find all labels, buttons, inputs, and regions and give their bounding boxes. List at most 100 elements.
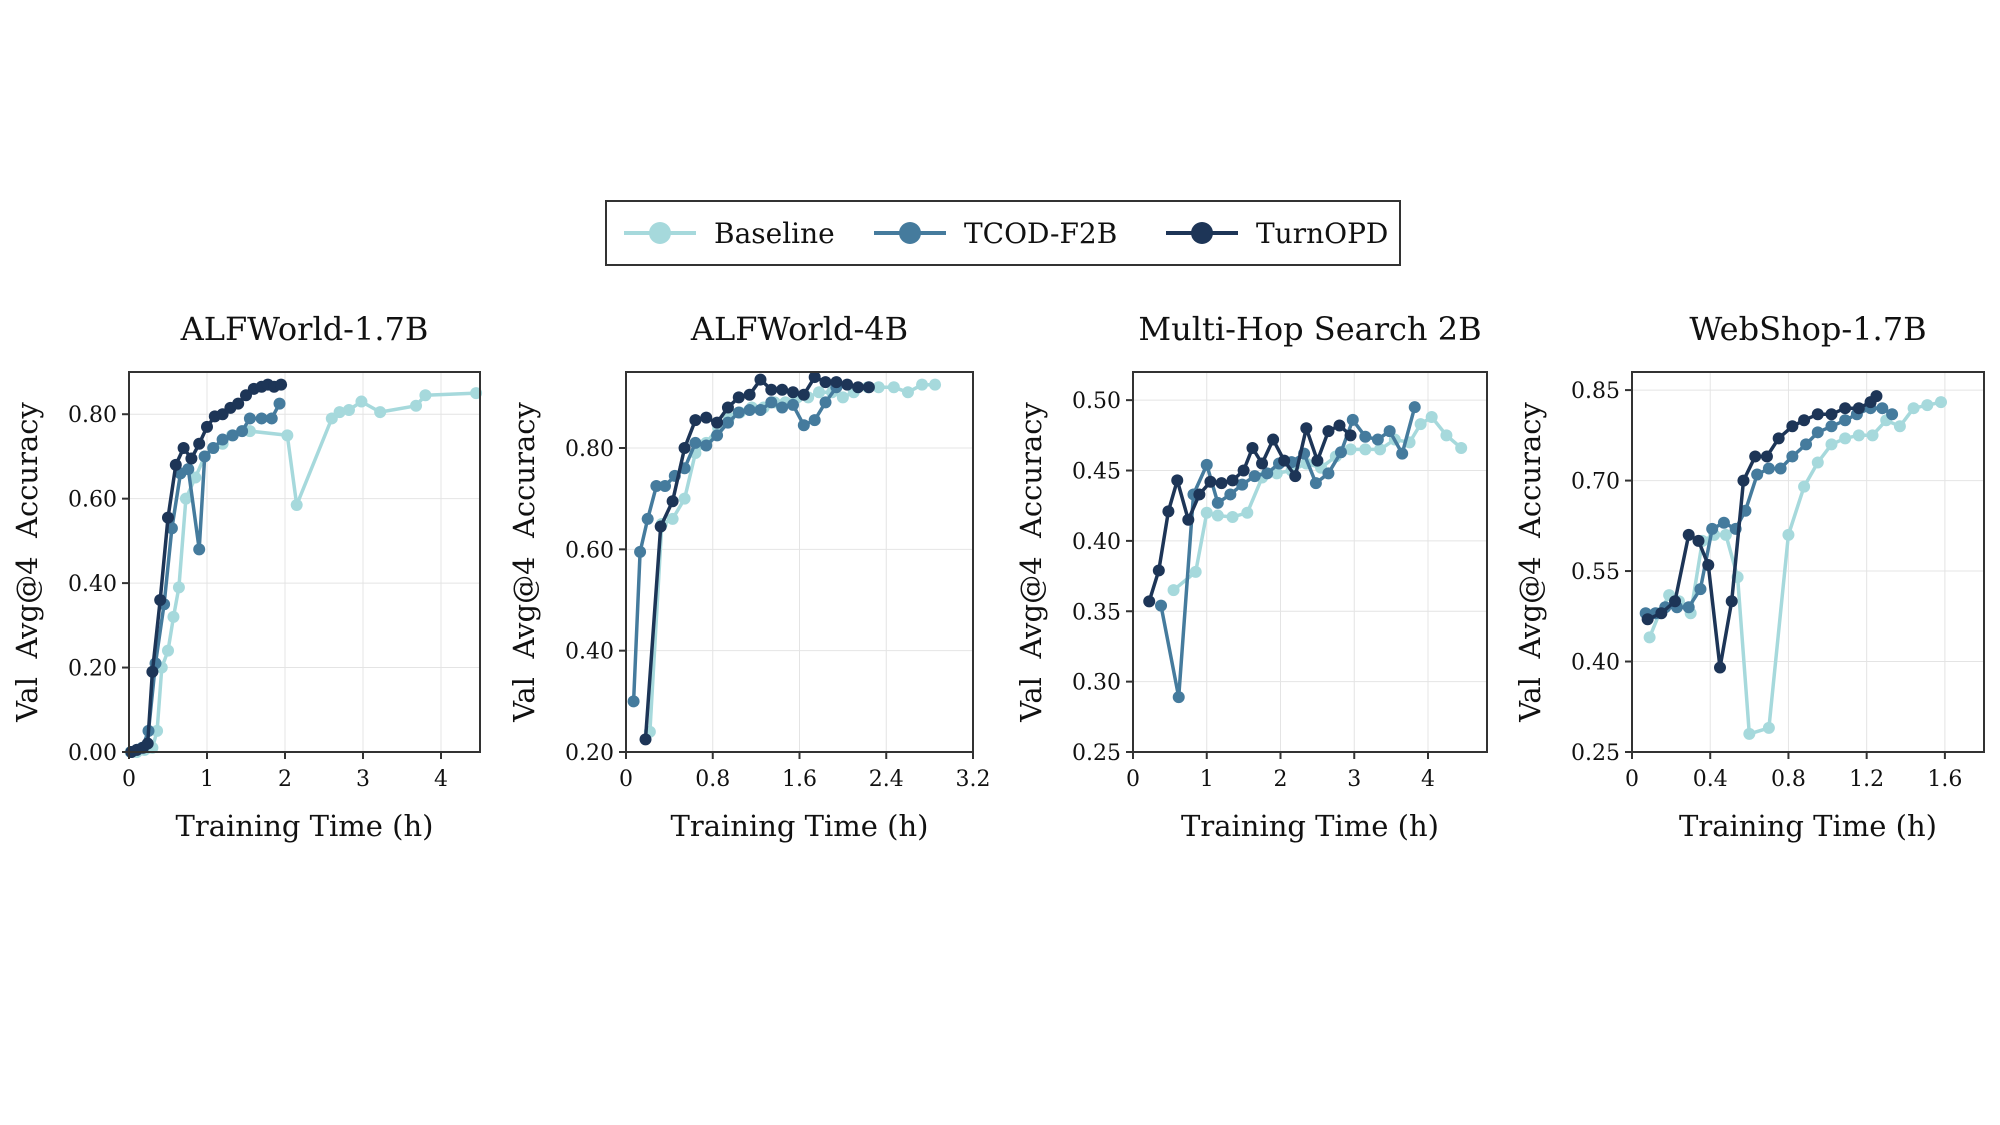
data-point-tcod-f2b — [265, 412, 278, 425]
data-point-baseline — [1762, 721, 1775, 734]
data-point-tcod-f2b — [1236, 478, 1249, 491]
chart-title: ALFWorld-1.7B — [180, 310, 429, 348]
data-point-baseline — [1782, 528, 1795, 541]
y-tick-label: 0.55 — [1571, 560, 1620, 585]
data-point-tcod-f2b — [1839, 414, 1852, 427]
data-point-baseline — [189, 471, 202, 484]
data-point-baseline — [1719, 528, 1732, 541]
data-point-turnopd — [1267, 433, 1280, 446]
data-point-turnopd — [1333, 419, 1346, 432]
data-point-turnopd — [666, 495, 679, 508]
legend-marker-baseline — [649, 222, 671, 244]
data-point-turnopd — [169, 458, 182, 471]
data-point-tcod-f2b — [1309, 477, 1322, 490]
y-tick-label: 0.40 — [1072, 530, 1121, 555]
y-tick-label: 0.00 — [68, 741, 117, 766]
data-point-baseline — [1798, 480, 1811, 493]
data-point-tcod-f2b — [1261, 467, 1274, 480]
data-point-baseline — [179, 492, 192, 505]
x-tick-label: 4 — [1421, 767, 1435, 792]
data-point-tcod-f2b — [1751, 468, 1764, 481]
legend-label-turnopd: TurnOPD — [1256, 217, 1388, 250]
x-tick-label: 1 — [200, 767, 214, 792]
panel-webshop-1-7b: 0 0.4 0.8 1.2 1.6 0.25 0.40 0.55 0.70 0.85 WebShop… — [1513, 310, 1985, 843]
x-tick-label: 0 — [619, 767, 633, 792]
plot-frame — [1132, 371, 1488, 753]
legend-label-baseline: Baseline — [714, 217, 835, 250]
data-point-baseline — [281, 429, 294, 442]
data-point-tcod-f2b — [1371, 433, 1384, 446]
data-point-turnopd — [754, 373, 767, 386]
data-point-baseline — [1167, 584, 1180, 597]
y-tick-label: 0.45 — [1072, 460, 1121, 485]
data-point-turnopd — [1215, 477, 1228, 490]
data-point-turnopd — [1322, 425, 1335, 438]
data-point-tcod-f2b — [650, 480, 663, 492]
data-point-turnopd — [162, 511, 174, 524]
data-point-tcod-f2b — [216, 433, 229, 446]
data-point-turnopd — [1204, 475, 1217, 488]
data-point-baseline — [1934, 396, 1947, 409]
y-axis-label: Val Avg@4 Accuracy — [1014, 402, 1048, 723]
data-point-turnopd — [1749, 450, 1762, 463]
data-point-turnopd — [1870, 390, 1883, 403]
data-point-baseline — [355, 395, 368, 408]
x-tick-label: 2.4 — [869, 767, 904, 792]
data-point-baseline — [419, 389, 432, 402]
data-point-tcod-f2b — [1334, 446, 1347, 459]
data-point-turnopd — [1737, 474, 1750, 487]
data-point-baseline — [1839, 432, 1852, 445]
data-point-turnopd — [1311, 454, 1324, 467]
panel-alfworld-1-7b: 0 1 2 3 4 0.00 0.20 0.40 0.60 0.80 ALFWorld-1.7B Tr… — [10, 310, 483, 843]
y-tick-label: 0.40 — [1571, 651, 1620, 676]
data-point-turnopd — [201, 420, 213, 433]
data-point-tcod-f2b — [1155, 599, 1168, 612]
data-point-tcod-f2b — [1786, 450, 1799, 463]
x-tick-label: 3.2 — [956, 767, 991, 792]
data-point-turnopd — [1182, 513, 1195, 526]
chart-panels: 0 1 2 3 40.000.200.400.600.80ALFWorld-1.7BTr… — [10, 310, 1985, 843]
legend-box — [605, 200, 1401, 266]
data-point-turnopd — [711, 416, 724, 429]
data-point-baseline — [1852, 429, 1865, 442]
data-point-baseline — [1455, 442, 1468, 454]
data-point-turnopd — [1772, 432, 1785, 445]
data-point-turnopd — [154, 594, 167, 606]
x-tick-label: 0 — [1625, 767, 1639, 792]
data-point-tcod-f2b — [1811, 426, 1824, 439]
x-tick-label: 2 — [1274, 767, 1288, 792]
data-point-tcod-f2b — [1224, 488, 1237, 501]
data-point-tcod-f2b — [236, 425, 249, 438]
data-point-turnopd — [1641, 613, 1654, 626]
x-tick-label: 1 — [1200, 767, 1214, 792]
data-point-turnopd — [678, 442, 691, 454]
data-point-tcod-f2b — [700, 439, 713, 452]
data-point-turnopd — [177, 442, 190, 454]
data-point-baseline — [1811, 456, 1824, 469]
x-tick-label: 4 — [434, 767, 448, 792]
data-point-turnopd — [1714, 661, 1726, 674]
data-point-baseline — [342, 404, 355, 416]
plot-frame — [1631, 371, 1985, 753]
data-point-tcod-f2b — [182, 463, 195, 476]
data-point-tcod-f2b — [732, 406, 745, 419]
y-tick-label: 0.40 — [565, 640, 614, 665]
x-axis-label: Training Time (h) — [671, 809, 929, 843]
legend-marker-turnopd — [1191, 222, 1213, 244]
data-point-tcod-f2b — [819, 396, 832, 409]
data-point-turnopd — [700, 411, 713, 424]
data-point-tcod-f2b — [1876, 402, 1889, 415]
data-point-tcod-f2b — [711, 429, 724, 442]
data-point-tcod-f2b — [198, 450, 211, 463]
data-point-tcod-f2b — [776, 401, 789, 414]
data-point-turnopd — [654, 520, 667, 533]
data-point-turnopd — [1669, 595, 1682, 608]
data-point-tcod-f2b — [1359, 430, 1372, 443]
data-point-turnopd — [1725, 595, 1738, 608]
data-point-tcod-f2b — [754, 404, 767, 416]
data-point-tcod-f2b — [743, 404, 756, 416]
y-tick-label: 0.85 — [1571, 379, 1620, 404]
y-axis-label: Val Avg@4 Accuracy — [507, 402, 541, 723]
